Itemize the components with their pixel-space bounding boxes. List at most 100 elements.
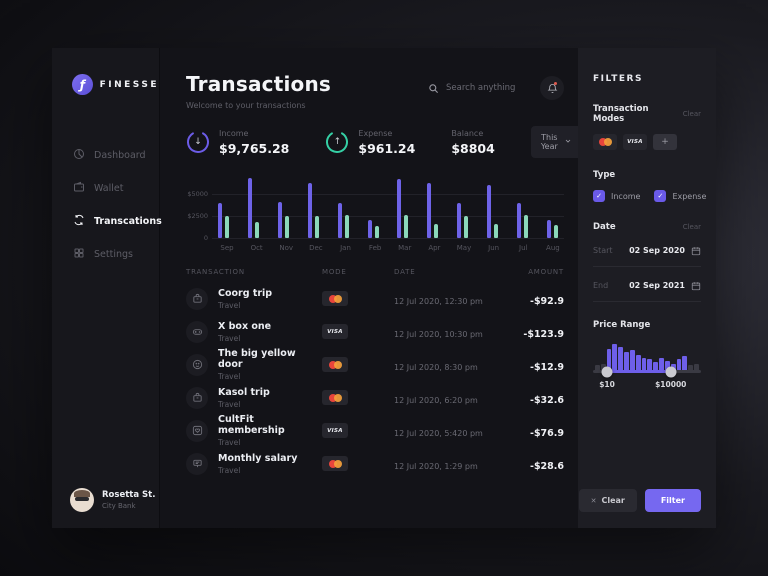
bar-group-sep	[218, 176, 229, 238]
checkbox-label: Expense	[672, 191, 707, 201]
histogram-bar	[676, 359, 682, 370]
transaction-category: Travel	[218, 333, 241, 343]
col-header-transaction: TRANSACTION	[186, 268, 245, 276]
mode-chip-mastercard[interactable]	[593, 134, 617, 150]
bar-group-feb	[367, 176, 379, 238]
notifications-button[interactable]	[540, 76, 564, 100]
user-profile[interactable]: Rosetta St. City Bank	[52, 488, 159, 512]
add-mode-button[interactable]: +	[653, 134, 677, 150]
expense-bar	[344, 215, 349, 238]
transactions-table: TRANSACTION MODE DATE AMOUNT Coorg trip …	[186, 268, 564, 480]
histogram-bar	[664, 361, 670, 370]
clear-filters-button[interactable]: ✕ Clear	[578, 489, 637, 512]
histogram-bar	[612, 344, 618, 370]
stat-label: Income	[219, 128, 249, 138]
income-bar	[397, 179, 402, 238]
transaction-title: CultFit membership	[218, 414, 285, 436]
stat-expense: ↑ Expense $961.24	[325, 129, 415, 156]
income-bar	[367, 220, 372, 238]
date-label: Date	[593, 222, 616, 232]
wallet-icon	[73, 181, 85, 196]
brand-logo: ƒ FINESSE	[52, 74, 159, 95]
gridline	[212, 238, 564, 239]
modes-clear-link[interactable]: Clear	[682, 110, 701, 118]
date-field-label: Start	[593, 246, 613, 255]
table-row[interactable]: Monthly salary Travel 12 Jul 2020, 1:29 …	[186, 447, 564, 480]
slider-handle-min[interactable]	[601, 366, 613, 377]
app-window: ƒ FINESSE Dashboard Wallet Transcations …	[52, 48, 716, 528]
filters-panel: FILTERS Transaction Modes Clear VISA + Ty…	[578, 48, 716, 528]
gridline	[212, 193, 564, 195]
calendar-icon[interactable]	[691, 276, 701, 295]
table-header-row: TRANSACTION MODE DATE AMOUNT	[186, 268, 564, 282]
income-bar	[546, 220, 551, 238]
transaction-category: Travel	[218, 438, 241, 447]
user-avatar	[70, 488, 94, 512]
x-axis-label: Aug	[546, 244, 560, 252]
bar-group-nov	[277, 176, 289, 238]
range-label: This Year	[540, 133, 558, 151]
expense-bar	[524, 215, 529, 238]
mastercard-icon	[328, 360, 342, 369]
date-field-start[interactable]: Start 02 Sep 2020	[593, 241, 701, 267]
payment-mode-badge	[322, 456, 348, 471]
bar-group-oct	[247, 176, 259, 238]
price-range-label: Price Range	[593, 320, 651, 330]
checkbox-income[interactable]: ✓ Income	[593, 190, 640, 202]
x-axis-label: Apr	[428, 244, 441, 252]
histogram-bar	[682, 356, 688, 370]
transaction-title: Coorg trip	[218, 287, 273, 299]
checkbox-expense[interactable]: ✓ Expense	[654, 190, 706, 202]
payment-mode-badge	[322, 291, 348, 306]
apply-filter-button[interactable]: Filter	[644, 489, 701, 512]
transaction-date: 12 Jul 2020, 1:29 pm	[394, 462, 478, 471]
sidebar-item-transcations[interactable]: Transcations	[52, 207, 162, 236]
bar-group-jun	[487, 176, 499, 238]
search-icon	[428, 79, 439, 98]
transaction-amount: -$28.6	[530, 461, 564, 472]
x-axis-label: Nov	[279, 244, 294, 252]
transaction-title: Monthly salary	[218, 452, 298, 464]
sync-icon	[73, 214, 85, 229]
chart-y-axis: $5000 $2500 0	[186, 176, 212, 242]
expense-bar	[225, 216, 229, 238]
sidebar-item-dashboard[interactable]: Dashboard	[52, 141, 159, 170]
mastercard-icon	[328, 294, 342, 303]
transaction-modes-label: Transaction Modes	[593, 104, 649, 124]
payment-mode-badge	[322, 357, 348, 372]
bag-icon	[186, 287, 208, 310]
transaction-category: Travel	[218, 399, 241, 409]
date-field-end[interactable]: End 02 Sep 2021	[593, 276, 701, 302]
controller-icon	[186, 320, 208, 343]
visa-icon: VISA	[327, 328, 343, 335]
sidebar-item-settings[interactable]: Settings	[52, 240, 159, 269]
table-body: Coorg trip Travel 12 Jul 2020, 12:30 pm …	[186, 282, 564, 480]
bar-group-may	[457, 176, 469, 238]
price-range-slider[interactable]	[593, 366, 701, 377]
mode-chip-visa[interactable]: VISA	[623, 134, 647, 150]
table-row[interactable]: X box one Travel VISA 12 Jul 2020, 10:30…	[186, 315, 564, 348]
time-range-dropdown[interactable]: This Year	[530, 126, 582, 158]
table-row[interactable]: Coorg trip Travel 12 Jul 2020, 12:30 pm …	[186, 282, 564, 315]
search-box[interactable]	[428, 79, 530, 98]
table-row[interactable]: CultFit membership Travel VISA 12 Jul 20…	[186, 414, 564, 447]
date-clear-link[interactable]: Clear	[682, 223, 701, 231]
slider-handle-max[interactable]	[665, 366, 677, 377]
visa-icon: VISA	[327, 427, 343, 434]
x-axis-label: May	[456, 244, 472, 252]
stat-value: $961.24	[358, 140, 416, 156]
price-max-label: $10000	[655, 380, 687, 389]
histogram-bar	[618, 347, 624, 370]
calendar-icon[interactable]	[691, 241, 701, 260]
filters-title: FILTERS	[593, 74, 643, 84]
date-field-value: 02 Sep 2020	[629, 246, 685, 255]
histogram-bar	[688, 365, 694, 370]
page-title: Transactions	[186, 72, 331, 96]
x-axis-label: Sep	[220, 244, 234, 252]
table-row[interactable]: The big yellow door Travel 12 Jul 2020, …	[186, 348, 564, 381]
sidebar-item-wallet[interactable]: Wallet	[52, 174, 159, 203]
search-input[interactable]	[446, 83, 530, 93]
income-bar	[277, 202, 282, 238]
table-row[interactable]: Kasol trip Travel 12 Jul 2020, 6:20 pm -…	[186, 381, 564, 414]
histogram-bar	[641, 358, 647, 370]
